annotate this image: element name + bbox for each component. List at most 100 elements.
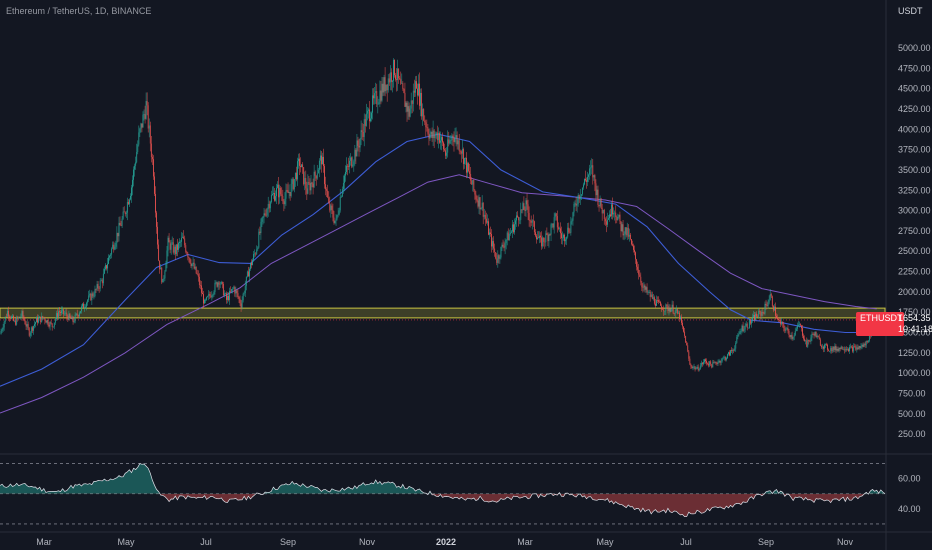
candle xyxy=(807,340,809,347)
candle xyxy=(449,140,451,144)
candle xyxy=(572,212,574,221)
candle xyxy=(825,344,826,345)
candle xyxy=(610,214,611,217)
candle xyxy=(793,334,795,337)
candle xyxy=(464,158,465,164)
candle xyxy=(821,346,823,348)
candle xyxy=(674,310,676,314)
candle xyxy=(787,328,789,332)
candle xyxy=(836,348,838,351)
candle xyxy=(127,201,129,205)
candle xyxy=(247,271,249,277)
candle xyxy=(484,214,486,219)
candle xyxy=(765,303,767,306)
candle xyxy=(21,311,23,317)
candle xyxy=(40,316,42,323)
candle xyxy=(453,137,455,142)
candle xyxy=(673,313,675,314)
candle xyxy=(237,293,239,298)
candle xyxy=(360,130,362,139)
x-tick-label: Nov xyxy=(359,537,376,547)
candle xyxy=(173,246,175,253)
candle xyxy=(734,348,736,351)
candle xyxy=(215,282,217,283)
candle xyxy=(649,291,651,297)
candle xyxy=(685,335,687,343)
candle xyxy=(640,276,642,283)
candle xyxy=(645,287,647,290)
candle xyxy=(414,81,416,93)
candle xyxy=(783,323,785,328)
candle xyxy=(210,295,212,298)
candle xyxy=(694,366,696,370)
candle xyxy=(83,303,84,308)
candle xyxy=(621,224,623,232)
candle xyxy=(42,316,44,319)
candle xyxy=(727,354,728,359)
candle xyxy=(655,303,656,306)
candle xyxy=(639,274,641,277)
candle xyxy=(504,243,506,248)
y-tick-label: 1250.00 xyxy=(898,348,931,358)
candle xyxy=(312,183,314,188)
candle xyxy=(553,217,555,228)
candle xyxy=(187,253,189,258)
candle xyxy=(670,308,672,312)
candle xyxy=(586,180,587,182)
candle xyxy=(761,312,763,316)
candle xyxy=(597,189,599,205)
candle xyxy=(23,317,25,321)
candle xyxy=(485,218,487,223)
x-tick-label: Jul xyxy=(200,537,212,547)
candle xyxy=(469,171,471,174)
candle xyxy=(28,328,30,336)
candle xyxy=(729,352,730,356)
candle xyxy=(110,254,112,256)
y-tick-label: 250.00 xyxy=(898,429,926,439)
candle xyxy=(286,190,288,191)
candle xyxy=(246,271,248,277)
candle xyxy=(842,349,844,351)
candle xyxy=(132,179,133,188)
candle xyxy=(421,92,423,117)
candle xyxy=(653,297,655,304)
candle xyxy=(503,246,505,248)
candle xyxy=(334,220,336,223)
candle xyxy=(832,346,834,352)
y-tick-label: 3250.00 xyxy=(898,185,931,195)
candle xyxy=(228,295,229,301)
candle xyxy=(521,209,523,211)
candle xyxy=(14,320,16,322)
candle xyxy=(35,322,36,325)
candle xyxy=(849,347,850,352)
candle xyxy=(814,331,816,336)
candle xyxy=(408,106,410,117)
candle xyxy=(356,140,358,157)
candle xyxy=(868,332,870,341)
candle xyxy=(840,346,842,350)
candle xyxy=(519,219,521,221)
candle xyxy=(227,295,228,300)
candle xyxy=(233,287,235,289)
candle xyxy=(66,312,68,316)
candle xyxy=(835,346,837,351)
candle xyxy=(150,143,152,157)
candle xyxy=(490,232,491,234)
candle xyxy=(486,221,488,223)
candle xyxy=(139,128,141,133)
candle xyxy=(285,190,287,199)
candle xyxy=(705,359,706,362)
candle xyxy=(517,215,519,218)
candle xyxy=(145,100,147,119)
candle xyxy=(865,340,867,346)
candle xyxy=(114,246,116,250)
candle xyxy=(563,234,564,238)
candle xyxy=(60,312,61,313)
candle xyxy=(386,84,388,91)
candle xyxy=(12,315,13,317)
candle xyxy=(547,234,549,242)
candle xyxy=(512,224,513,232)
candle xyxy=(758,310,760,317)
candle xyxy=(669,308,671,312)
